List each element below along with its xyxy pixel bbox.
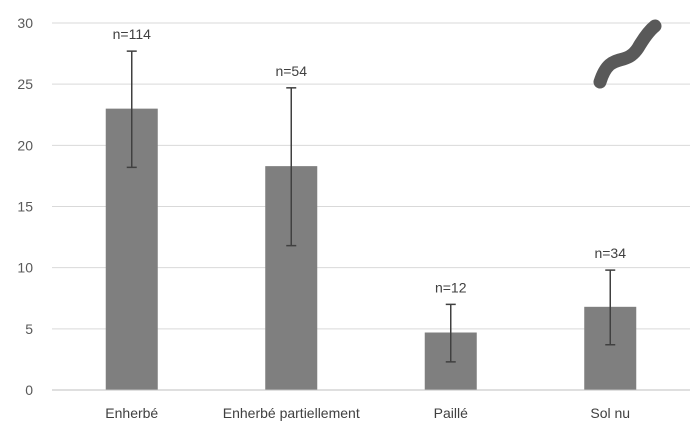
y-tick-label: 0 [25,382,33,398]
sample-size-label: n=12 [435,279,467,295]
x-category-label: Enherbé partiellement [223,405,360,421]
sample-size-label: n=34 [594,245,626,261]
y-tick-label: 15 [17,199,33,215]
x-category-label: Sol nu [590,405,630,421]
error-bar [126,50,137,169]
error-bars [126,50,616,363]
error-bar [605,269,616,346]
gridlines [52,22,690,330]
x-category-label: Enherbé [105,405,158,421]
bars [105,108,637,390]
y-tick-label: 10 [17,260,33,276]
y-tick-label: 30 [17,15,33,31]
error-bar [445,303,456,363]
y-tick-label: 5 [25,321,33,337]
y-tick-label: 25 [17,76,33,92]
x-axis-categories: Enherbé Enherbé partiellement Paillé Sol nu [105,405,630,421]
sample-size-label: n=54 [275,63,307,79]
sample-size-label: n=114 [113,26,151,42]
error-bar [286,87,297,247]
y-tick-label: 20 [17,137,33,153]
x-category-label: Paillé [434,405,468,421]
y-axis-ticks: 0 5 10 15 20 25 30 [17,15,33,398]
worm-icon [593,19,662,89]
sample-size-labels: n=114 n=54 n=12 n=34 [113,26,627,295]
